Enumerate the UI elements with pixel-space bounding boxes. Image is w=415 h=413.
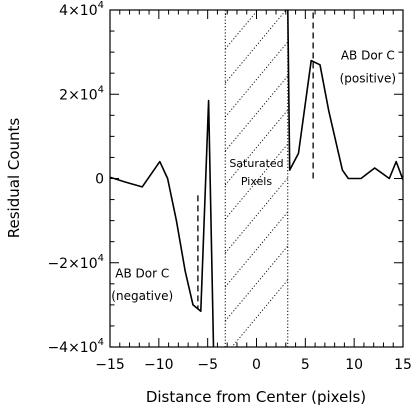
hatch-line: [224, 10, 259, 50]
saturated-region: Saturated Pixels: [224, 10, 289, 347]
hatch-line: [224, 143, 289, 220]
y-tick-exponent: 4: [98, 84, 104, 95]
x-tick-label: −10: [144, 357, 174, 373]
y-tick-label: 2×104: [59, 84, 104, 103]
y-tick-mantissa: 0: [95, 172, 104, 188]
x-tick-label: 5: [301, 357, 310, 373]
y-tick-mantissa: 4×10: [59, 3, 97, 19]
hatch-line: [224, 109, 289, 186]
y-axis-label: Residual Counts: [5, 118, 23, 239]
y-tick-label: −4×104: [47, 337, 104, 356]
saturated-label-line1: Saturated: [229, 157, 283, 170]
x-tick-label: −15: [95, 357, 125, 373]
annotation-2-line2: (positive): [340, 71, 396, 85]
series-line-segment-1: [110, 99, 215, 347]
dashed-markers: [197, 10, 314, 310]
x-tick-label: 0: [252, 357, 261, 373]
y-tick-label: 0: [95, 172, 104, 188]
hatch-line: [224, 10, 287, 84]
hatch-line: [231, 279, 289, 347]
x-tick-label: 10: [345, 357, 363, 373]
hatch-line: [224, 75, 289, 152]
hatch-line: [224, 177, 289, 254]
x-axis-label: Distance from Center (pixels): [146, 388, 366, 406]
hatch-line: [224, 211, 289, 288]
annotation-1-line2: (negative): [111, 289, 173, 303]
x-tick-label: 15: [394, 357, 412, 373]
hatch-line: [224, 245, 289, 322]
annotation-2-line1: AB Dor C: [341, 48, 395, 62]
series-line-segment-2: [287, 10, 403, 181]
y-tick-exponent: 4: [98, 337, 104, 348]
saturated-label-line2: Pixels: [241, 175, 272, 188]
y-tick-mantissa: −2×10: [47, 256, 97, 272]
y-tick-label: −2×104: [47, 253, 104, 272]
annotations: AB Dor C (negative) AB Dor C (positive): [111, 48, 396, 303]
annotation-1-line1: AB Dor C: [115, 266, 169, 280]
x-tick-label: −5: [197, 357, 218, 373]
y-tick-mantissa: 2×10: [59, 87, 97, 103]
y-tick-exponent: 4: [98, 253, 104, 264]
axis-ticks: [109, 9, 404, 348]
y-tick-label: 4×104: [59, 0, 104, 19]
y-tick-exponent: 4: [98, 0, 104, 11]
y-tick-mantissa: −4×10: [47, 340, 97, 356]
series-lines: [110, 10, 403, 347]
hatch-line: [224, 41, 289, 118]
